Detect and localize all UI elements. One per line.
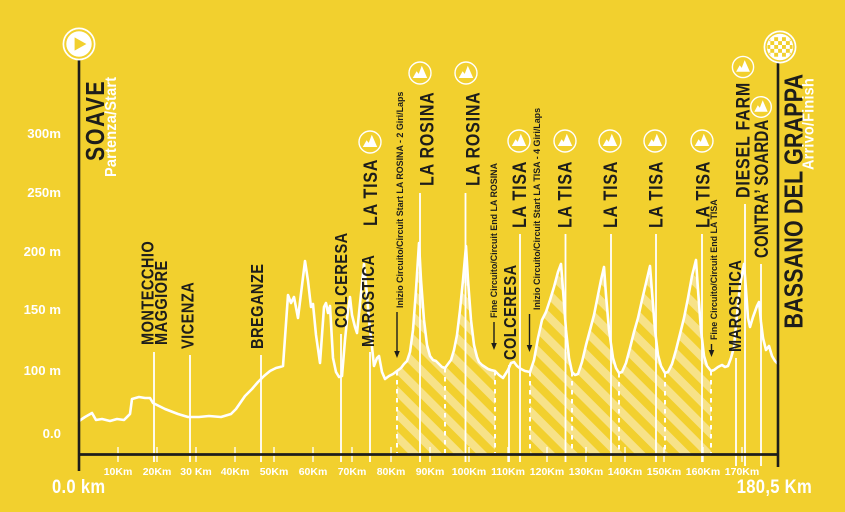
svg-text:130Km: 130Km (569, 466, 603, 478)
svg-text:160Km: 160Km (686, 466, 720, 478)
svg-text:COLCERESA: COLCERESA (333, 232, 351, 328)
svg-text:Inizio Circuito/Circuit Start: Inizio Circuito/Circuit Start LA ROSINA … (395, 92, 405, 308)
svg-text:LA TISA: LA TISA (600, 161, 622, 228)
svg-text:DIESEL FARM: DIESEL FARM (732, 82, 754, 198)
svg-text:180,5 Km: 180,5 Km (737, 476, 812, 497)
svg-text:30 Km: 30 Km (180, 466, 212, 478)
svg-text:0.0: 0.0 (43, 426, 61, 441)
svg-text:MONTECCHIO: MONTECCHIO (140, 241, 158, 345)
svg-text:LA TISA: LA TISA (554, 161, 576, 228)
svg-text:40Km: 40Km (221, 466, 250, 478)
svg-text:LA TISA: LA TISA (692, 161, 714, 228)
svg-text:100Km: 100Km (452, 466, 486, 478)
svg-text:Arrivo/Finish: Arrivo/Finish (801, 78, 817, 170)
svg-text:LA TISA: LA TISA (509, 161, 531, 228)
svg-text:VICENZA: VICENZA (180, 282, 198, 349)
svg-text:0.0 km: 0.0 km (52, 476, 105, 497)
svg-text:200 m: 200 m (24, 244, 61, 259)
svg-text:90Km: 90Km (416, 466, 445, 478)
svg-text:150 m: 150 m (24, 302, 61, 317)
svg-text:10Km: 10Km (104, 466, 133, 478)
svg-text:LA TISA: LA TISA (360, 159, 382, 226)
svg-text:60Km: 60Km (299, 466, 328, 478)
svg-text:50Km: 50Km (260, 466, 289, 478)
svg-text:SOAVE: SOAVE (81, 80, 111, 161)
svg-text:MAROSTICA: MAROSTICA (727, 260, 745, 352)
svg-text:70Km: 70Km (338, 466, 367, 478)
svg-text:MAROSTICA: MAROSTICA (360, 255, 378, 347)
svg-text:LA TISA: LA TISA (645, 161, 667, 228)
svg-text:150Km: 150Km (647, 466, 681, 478)
svg-text:BASSANO DEL GRAPPA: BASSANO DEL GRAPPA (779, 74, 809, 329)
svg-text:LA ROSINA: LA ROSINA (462, 91, 484, 186)
svg-text:CONTRA’ SOARDA: CONTRA’ SOARDA (750, 119, 772, 258)
svg-text:Fine Circuito/Circuit End LA T: Fine Circuito/Circuit End LA TISA (709, 199, 719, 340)
svg-text:BREGANZE: BREGANZE (249, 264, 267, 349)
svg-text:170Km: 170Km (725, 466, 759, 478)
svg-text:80Km: 80Km (377, 466, 406, 478)
svg-text:MAGGIORE: MAGGIORE (153, 260, 171, 345)
svg-text:300m: 300m (27, 126, 61, 141)
svg-text:Inizio Circuito/Circuit Start: Inizio Circuito/Circuit Start LA TISA - … (532, 108, 542, 310)
svg-text:Fine Circuito/Circuit End LA R: Fine Circuito/Circuit End LA ROSINA (489, 162, 499, 318)
svg-text:20Km: 20Km (143, 466, 172, 478)
svg-text:100 m: 100 m (24, 363, 61, 378)
svg-text:120Km: 120Km (530, 466, 564, 478)
svg-text:250m: 250m (27, 185, 61, 200)
svg-text:LA ROSINA: LA ROSINA (416, 91, 438, 186)
svg-text:Partenza/Start: Partenza/Start (104, 77, 120, 177)
svg-text:110Km: 110Km (491, 466, 525, 478)
svg-text:140Km: 140Km (608, 466, 642, 478)
svg-text:COLCERESA: COLCERESA (502, 264, 520, 360)
